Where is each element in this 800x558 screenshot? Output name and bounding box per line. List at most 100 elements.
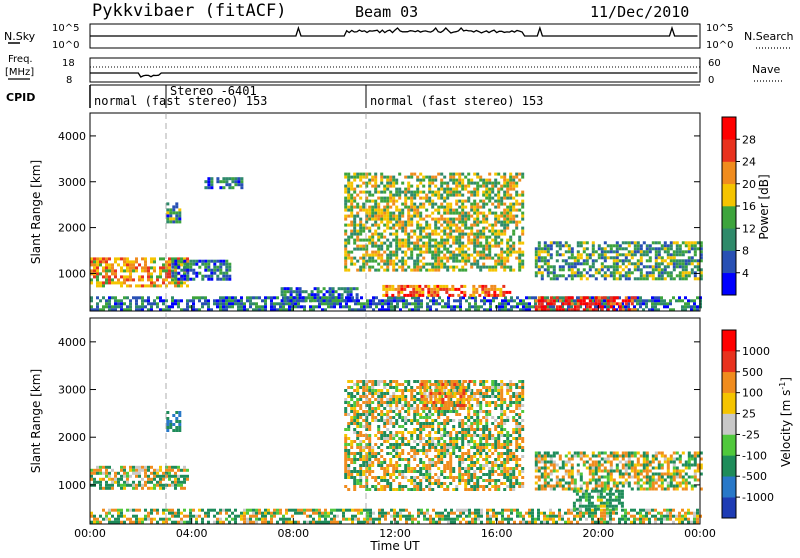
data-cell: [547, 262, 550, 265]
data-cell: [201, 260, 204, 263]
data-cell: [410, 236, 413, 239]
data-cell: [416, 452, 419, 455]
data-cell: [663, 299, 666, 302]
data-cell: [446, 224, 449, 227]
data-cell: [458, 458, 461, 461]
data-cell: [332, 290, 335, 293]
data-cell: [494, 200, 497, 203]
data-cell: [410, 254, 413, 257]
data-cell: [521, 191, 524, 194]
data-cell: [497, 245, 500, 248]
data-cell: [264, 299, 267, 302]
data-cell: [494, 224, 497, 227]
data-cell: [368, 191, 371, 194]
data-cell: [456, 509, 459, 512]
data-cell: [234, 177, 237, 180]
data-cell: [437, 425, 440, 428]
data-cell: [389, 434, 392, 437]
data-cell: [461, 188, 464, 191]
data-cell: [437, 233, 440, 236]
data-cell: [138, 521, 141, 524]
data-cell: [577, 274, 580, 277]
data-cell: [565, 299, 568, 302]
data-cell: [392, 218, 395, 221]
data-cell: [678, 515, 681, 518]
data-cell: [374, 410, 377, 413]
data-cell: [129, 466, 132, 469]
data-cell: [175, 211, 178, 214]
data-cell: [129, 278, 132, 281]
data-cell: [452, 173, 455, 176]
data-cell: [509, 236, 512, 239]
data-cell: [144, 269, 147, 272]
data-cell: [396, 521, 399, 524]
data-cell: [123, 260, 126, 263]
data-cell: [461, 209, 464, 212]
data-cell: [458, 260, 461, 263]
data-cell: [544, 241, 547, 244]
data-cell: [374, 383, 377, 386]
data-cell: [556, 250, 559, 253]
data-cell: [471, 512, 474, 515]
data-cell: [634, 268, 637, 271]
data-cell: [452, 239, 455, 242]
data-cell: [609, 521, 612, 524]
data-cell: [446, 419, 449, 422]
data-cell: [395, 395, 398, 398]
data-cell: [515, 227, 518, 230]
data-cell: [350, 212, 353, 215]
data-cell: [416, 257, 419, 260]
data-cell: [419, 230, 422, 233]
data-cell: [688, 274, 691, 277]
data-cell: [504, 302, 507, 305]
data-cell: [123, 263, 126, 266]
data-cell: [291, 515, 294, 518]
data-cell: [518, 239, 521, 242]
data-cell: [416, 398, 419, 401]
data-cell: [463, 294, 466, 297]
cpid-label: CPID: [6, 91, 35, 104]
data-cell: [108, 263, 111, 266]
data-cell: [437, 461, 440, 464]
data-cell: [431, 428, 434, 431]
data-cell: [434, 251, 437, 254]
data-cell: [446, 476, 449, 479]
data-cell: [383, 386, 386, 389]
data-cell: [392, 224, 395, 227]
data-cell: [371, 233, 374, 236]
data-cell: [318, 515, 321, 518]
data-cell: [377, 482, 380, 485]
data-cell: [640, 256, 643, 259]
data-cell: [344, 473, 347, 476]
data-cell: [543, 512, 546, 515]
data-cell: [419, 461, 422, 464]
data-cell: [162, 257, 165, 260]
data-cell: [150, 487, 153, 490]
data-cell: [329, 293, 332, 296]
data-cell: [419, 437, 422, 440]
data-cell: [371, 245, 374, 248]
data-cell: [249, 302, 252, 305]
data-cell: [631, 250, 634, 253]
data-cell: [488, 236, 491, 239]
data-cell: [434, 263, 437, 266]
data-cell: [395, 218, 398, 221]
data-cell: [398, 383, 401, 386]
data-cell: [225, 263, 228, 266]
data-cell: [467, 434, 470, 437]
data-cell: [386, 392, 389, 395]
data-cell: [117, 257, 120, 260]
data-cell: [377, 464, 380, 467]
data-cell: [389, 380, 392, 383]
data-cell: [431, 440, 434, 443]
data-cell: [482, 248, 485, 251]
data-cell: [660, 518, 663, 521]
data-cell: [362, 209, 365, 212]
data-cell: [603, 512, 606, 515]
data-cell: [550, 277, 553, 280]
data-cell: [356, 437, 359, 440]
data-cell: [168, 466, 171, 469]
data-cell: [561, 296, 564, 299]
data-cell: [425, 251, 428, 254]
data-cell: [482, 221, 485, 224]
